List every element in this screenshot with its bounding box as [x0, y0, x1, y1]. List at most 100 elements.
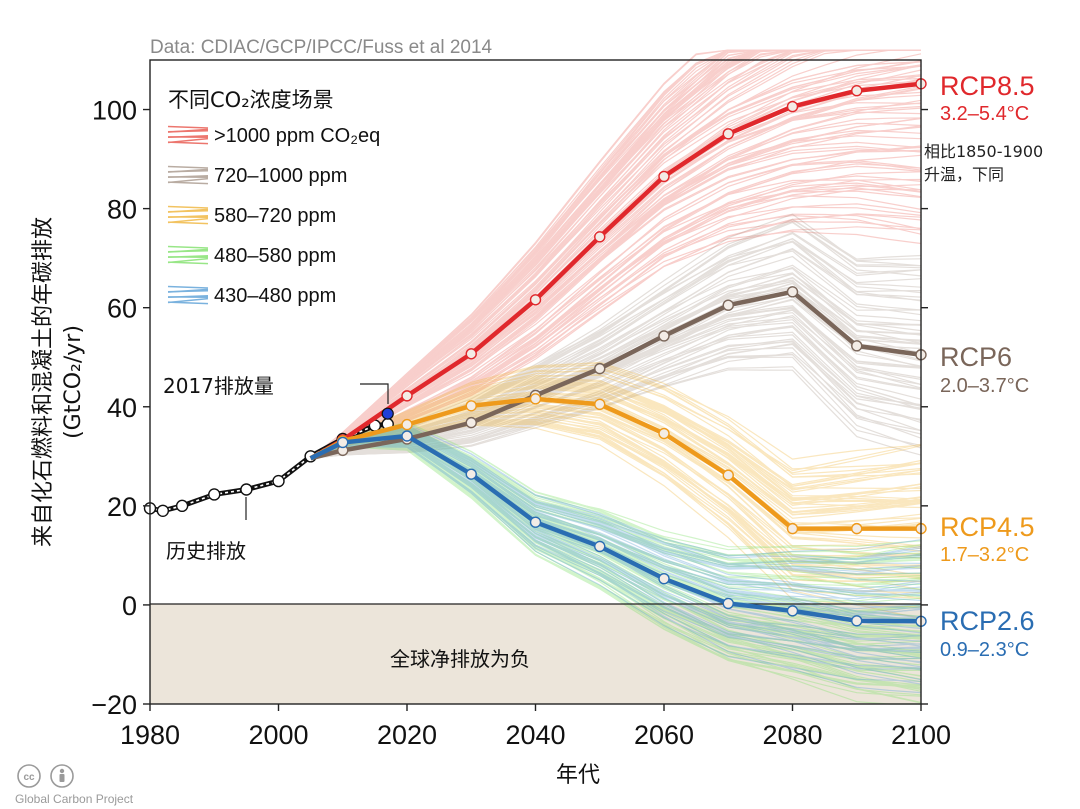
bundle-line	[310, 404, 922, 553]
y-axis-label-line2: (GtCO₂/yr)	[61, 325, 86, 439]
series-point	[722, 128, 734, 140]
bundle-line	[310, 49, 921, 459]
rcp-name: RCP2.6	[940, 606, 1035, 636]
rcp-labels: RCP8.53.2–5.4°C RCP6 2.0–3.7°C RCP4.51.7–3.…	[940, 71, 1035, 661]
bundle-line	[310, 49, 921, 459]
point-2017	[381, 407, 394, 420]
source-note: Data: CDIAC/GCP/IPCC/Fuss et al 2014	[150, 37, 493, 58]
bundle-line	[310, 145, 922, 459]
bundle-line	[310, 49, 921, 459]
bundle-line	[310, 49, 921, 459]
bundle-line	[310, 49, 921, 459]
bundle-line	[310, 159, 922, 459]
bundle-line	[310, 439, 922, 647]
bundle-line	[310, 409, 922, 577]
bundle-line	[310, 425, 922, 555]
bundle-line	[310, 154, 922, 459]
bundle-line	[310, 425, 922, 566]
legend-item: 720–1000 ppm	[167, 165, 347, 187]
bundle-line	[310, 49, 921, 459]
historical-point	[156, 504, 170, 517]
bundle-line	[310, 425, 922, 585]
x-tick-label: 2040	[505, 720, 565, 750]
bundle-line	[310, 60, 922, 459]
bundle-RCP2.6	[310, 421, 922, 705]
series-point	[594, 231, 606, 243]
bundle-line	[310, 392, 922, 501]
bundle-line	[310, 427, 922, 561]
bundle-line	[310, 428, 922, 594]
bundle-line	[310, 445, 922, 688]
bundle-line	[310, 49, 921, 459]
bundle-line	[310, 347, 922, 459]
y-axis-label: 来自化石燃料和混凝土的年碳排放 (GtCO₂/yr)	[31, 217, 86, 547]
bundle-line	[310, 49, 921, 459]
bundle-line	[310, 384, 922, 502]
bundle-line	[310, 285, 922, 459]
bundle-line	[310, 75, 922, 459]
bundle-line	[310, 424, 922, 565]
bundle-line	[310, 418, 922, 594]
bundle-line	[310, 438, 922, 660]
bundle-line	[310, 184, 922, 459]
bundle-line	[310, 203, 922, 459]
bundle-line	[310, 438, 922, 620]
bundle-line	[310, 421, 922, 577]
bundle-line	[310, 427, 922, 561]
bundle-line	[310, 440, 922, 637]
annotations: 2017排放量 历史排放 全球净排放为负 相比1850-1900 升温，下同	[163, 142, 1043, 671]
series-point	[786, 286, 799, 298]
bundle-line	[310, 441, 922, 651]
bundle-line	[310, 351, 922, 459]
bundle-line	[310, 425, 922, 551]
series-point	[594, 362, 606, 375]
historical-point	[272, 474, 285, 488]
legend-swatch	[167, 165, 209, 185]
series-RCP2.6	[309, 430, 927, 627]
bundle-line	[310, 187, 922, 459]
bundle-line	[310, 428, 922, 560]
point-2017-leader	[360, 383, 389, 404]
bundle-line	[310, 49, 921, 459]
bundle-line	[310, 49, 921, 459]
bundle-line	[310, 440, 921, 638]
bundle-line	[310, 49, 921, 459]
bundle-line	[310, 334, 922, 459]
bundle-line	[310, 325, 922, 459]
plot-area	[143, 49, 927, 705]
bundle-line	[310, 49, 921, 459]
bundle-RCP2.6	[310, 423, 922, 694]
bundle-line	[310, 49, 921, 459]
rcp-label-RCP2.6: RCP2.6 0.9–2.3°C	[940, 606, 1035, 661]
bundle-line	[310, 421, 922, 567]
bundle-line	[310, 195, 922, 459]
bundle-line	[310, 442, 922, 653]
y-tick-label: −20	[91, 690, 137, 720]
series-point	[658, 427, 670, 440]
bundle-line	[310, 338, 922, 459]
bundle-line	[310, 425, 922, 576]
bundle-line	[310, 445, 922, 690]
bundle-line	[310, 129, 922, 459]
series-point	[786, 522, 799, 535]
bundle-line	[310, 179, 922, 459]
bundle-line	[310, 444, 922, 663]
bundle-line	[310, 277, 922, 459]
series-point	[722, 299, 734, 311]
bundle-line	[310, 393, 922, 516]
bundle-line	[310, 446, 922, 704]
bundle-line	[310, 443, 922, 654]
negative-region-label: 全球净排放为负	[390, 647, 530, 671]
bundle-line	[310, 141, 922, 459]
bundle-line	[310, 426, 922, 590]
rcp-series	[309, 78, 927, 627]
bundle-line	[310, 331, 922, 459]
series-point	[401, 430, 413, 442]
bundle-line	[310, 304, 922, 459]
series-point	[658, 572, 670, 585]
bundle-line	[310, 441, 922, 671]
bundle-line	[310, 206, 922, 459]
bundle-line	[310, 390, 922, 519]
bundle-line	[310, 428, 922, 565]
bundle-line	[310, 276, 922, 459]
